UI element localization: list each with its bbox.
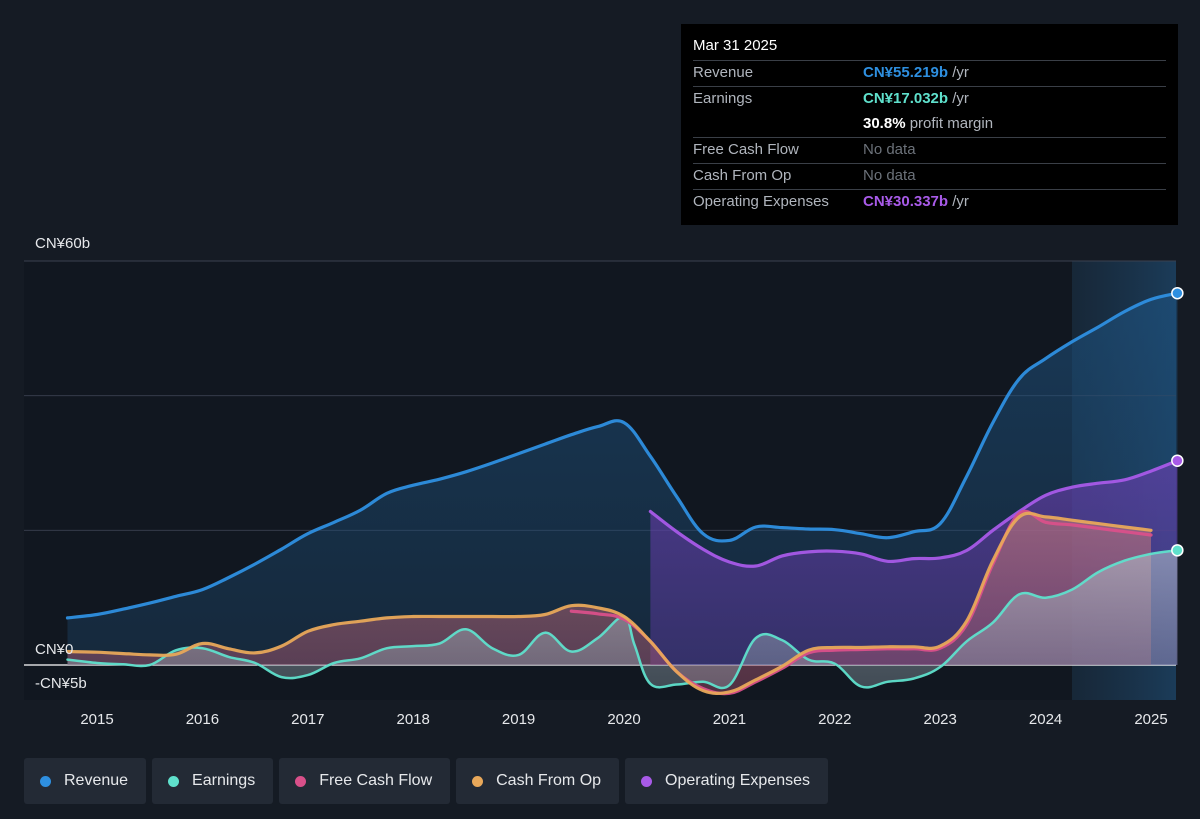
x-tick-label: 2020 <box>607 711 640 728</box>
legend-label: Revenue <box>64 772 129 789</box>
cash-from-op-line <box>65 511 1153 695</box>
x-tick-label: 2021 <box>713 711 746 728</box>
operating-expenses-endpoint <box>1171 454 1184 467</box>
earnings-line <box>66 549 1179 690</box>
legend-item-revenue[interactable]: Revenue <box>24 758 147 804</box>
tooltip-date: Mar 31 2025 <box>693 37 778 54</box>
revenue-endpoint <box>1171 286 1184 300</box>
tooltip-unit: /yr <box>948 90 969 107</box>
legend-label: Cash From Op <box>496 772 602 789</box>
y-tick-label: CN¥0 <box>35 641 73 658</box>
tooltip-unit: /yr <box>948 193 969 210</box>
tooltip-unit: /yr <box>948 64 969 81</box>
legend-label: Operating Expenses <box>665 772 811 789</box>
tooltip-value: CN¥17.032b <box>863 90 949 107</box>
x-tick-label: 2015 <box>80 711 113 728</box>
tooltip-label: Free Cash Flow <box>693 141 799 158</box>
tooltip-row-margin: 30.8% profit margin <box>693 112 1166 137</box>
legend-dot-icon <box>641 775 653 787</box>
legend-item-cash-from-op[interactable]: Cash From Op <box>456 758 620 804</box>
x-tick-label: 2017 <box>291 711 324 728</box>
tooltip-value: No data <box>863 167 916 184</box>
tooltip-row-revenue: Revenue CN¥55.219b /yr <box>693 60 1166 86</box>
tooltip-value: CN¥55.219b <box>863 64 949 81</box>
earnings-endpoint <box>1171 544 1184 557</box>
x-tick-label: 2024 <box>1029 711 1062 728</box>
tooltip-row-cfo: Cash From Op No data <box>693 163 1166 189</box>
tooltip-label <box>693 112 863 137</box>
legend-item-earnings[interactable]: Earnings <box>152 758 274 804</box>
legend-item-operating-expenses[interactable]: Operating Expenses <box>625 758 829 804</box>
operating-expenses-line <box>648 459 1179 568</box>
tooltip-value: No data <box>863 141 916 158</box>
tooltip-label: Cash From Op <box>693 167 792 184</box>
tooltip-label: Revenue <box>693 64 754 81</box>
tooltip-label: Earnings <box>693 90 753 107</box>
revenue-line <box>65 291 1179 620</box>
x-tick-label: 2025 <box>1134 711 1167 728</box>
x-tick-label: 2016 <box>186 711 219 728</box>
tooltip-row-fcf: Free Cash Flow No data <box>693 137 1166 163</box>
x-tick-label: 2018 <box>397 711 430 728</box>
legend-dot-icon <box>295 775 307 787</box>
tooltip-value: CN¥30.337b <box>863 193 949 210</box>
legend-dot-icon <box>168 775 180 787</box>
tooltip-row-earnings: Earnings CN¥17.032b /yr <box>693 86 1166 112</box>
legend-dot-icon <box>40 775 51 787</box>
legend-label: Free Cash Flow <box>319 772 433 789</box>
y-tick-label: -CN¥5b <box>35 675 87 692</box>
tooltip-unit: profit margin <box>905 115 994 132</box>
tooltip-panel: Mar 31 2025 Revenue CN¥55.219b /yr Earni… <box>681 24 1178 225</box>
legend-dot-icon <box>472 775 484 787</box>
tooltip-value: 30.8% <box>863 115 906 132</box>
legend: Revenue Earnings Free Cash Flow Cash Fro… <box>24 758 829 804</box>
x-tick-label: 2022 <box>818 711 851 728</box>
legend-label: Earnings <box>192 772 256 789</box>
x-tick-label: 2023 <box>924 711 957 728</box>
tooltip-label: Operating Expenses <box>693 193 829 210</box>
x-tick-label: 2019 <box>502 711 535 728</box>
tooltip-row-opex: Operating Expenses CN¥30.337b /yr <box>693 189 1166 215</box>
legend-item-free-cash-flow[interactable]: Free Cash Flow <box>279 758 451 804</box>
y-tick-label: CN¥60b <box>35 235 90 252</box>
